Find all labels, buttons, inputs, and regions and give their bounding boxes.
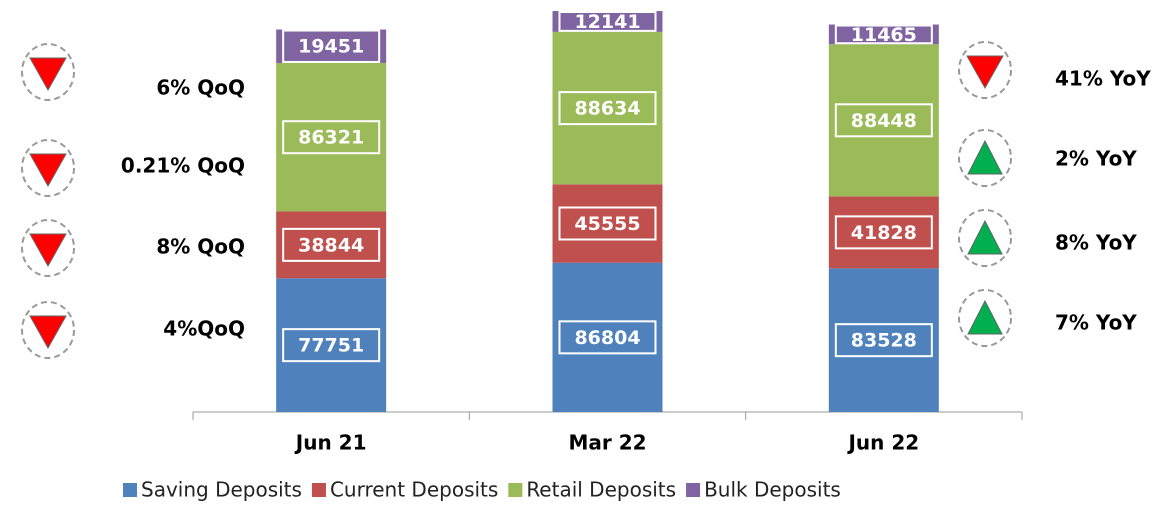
legend-swatch (508, 483, 523, 497)
value-label: 19451 (298, 36, 364, 58)
yoy-label: 8% YoY (1055, 231, 1137, 255)
bar-segment (552, 184, 663, 263)
bar-segment (552, 31, 663, 185)
legend-label: Retail Deposits (526, 478, 676, 502)
bar-segment (552, 262, 663, 412)
indicator-triangle (29, 315, 67, 350)
indicator-circle (21, 139, 75, 197)
value-label-box (558, 320, 657, 355)
value-label: 41828 (851, 222, 917, 244)
legend-swatch (123, 483, 137, 497)
value-label: 11465 (851, 24, 917, 46)
bar-segment (828, 24, 939, 45)
value-label: 77751 (298, 335, 364, 357)
x-tick-label: Jun 21 (294, 431, 367, 455)
indicator-circle (958, 41, 1012, 99)
qoq-label: 0.21% QoQ (121, 154, 245, 178)
indicator-triangle (29, 233, 67, 268)
value-label: 38844 (298, 234, 364, 256)
value-label: 86321 (298, 127, 364, 149)
bar-segment (276, 211, 387, 279)
legend-label: Bulk Deposits (704, 478, 841, 502)
bar-segment (552, 11, 663, 32)
yoy-label: 41% YoY (1055, 67, 1151, 91)
value-label-box (282, 29, 381, 63)
yoy-label: 2% YoY (1055, 147, 1137, 171)
indicator-circle (21, 219, 75, 277)
indicator-triangle (966, 55, 1004, 90)
value-label: 88634 (574, 98, 640, 120)
bar-segment (828, 268, 939, 412)
qoq-label: 8% QoQ (156, 235, 245, 259)
yoy-label: 7% YoY (1055, 311, 1137, 335)
value-label-box (558, 206, 657, 241)
bar-segment (276, 29, 387, 63)
bar-segment (828, 196, 939, 269)
value-label: 12141 (574, 11, 640, 33)
value-label: 86804 (574, 327, 640, 349)
value-label-box (834, 323, 933, 358)
legend-label: Current Deposits (330, 478, 498, 502)
legend-label: Saving Deposits (141, 478, 302, 502)
legend-swatch (686, 483, 701, 497)
value-label-box (558, 91, 657, 126)
value-label-box (834, 103, 933, 138)
indicator-circle (958, 129, 1012, 187)
indicator-triangle (967, 299, 1003, 335)
value-label: 45555 (574, 213, 640, 235)
bar-segment (828, 44, 939, 197)
indicator-circle (958, 289, 1012, 347)
indicator-circle (21, 301, 75, 359)
indicator-triangle (967, 139, 1003, 175)
indicator-triangle (29, 153, 67, 188)
indicator-circle (21, 43, 75, 101)
value-label-box (282, 120, 381, 155)
qoq-label: 4%QoQ (163, 317, 245, 341)
bar-segment (276, 62, 387, 212)
value-label-box (558, 11, 657, 32)
indicator-triangle (967, 219, 1003, 255)
value-label: 88448 (851, 110, 917, 132)
x-tick-label: Mar 22 (568, 431, 646, 455)
x-tick-label: Jun 22 (846, 431, 919, 455)
value-label-box (282, 227, 381, 262)
value-label-box (282, 328, 381, 363)
value-label: 83528 (851, 330, 917, 352)
indicator-circle (958, 209, 1012, 267)
legend-swatch (311, 483, 326, 497)
bar-segment (276, 278, 387, 412)
qoq-label: 6% QoQ (156, 76, 245, 100)
value-label-box (834, 215, 933, 250)
value-label-box (834, 24, 933, 45)
indicator-triangle (29, 57, 67, 92)
